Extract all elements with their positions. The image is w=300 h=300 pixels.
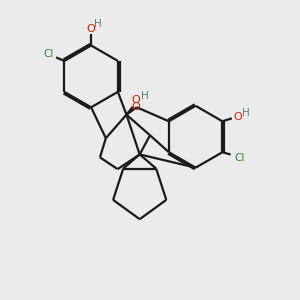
Text: O: O bbox=[131, 94, 140, 105]
Text: H: H bbox=[94, 19, 101, 29]
Text: H: H bbox=[141, 91, 149, 101]
Text: O: O bbox=[233, 112, 242, 122]
Text: O: O bbox=[132, 102, 140, 112]
Text: Cl: Cl bbox=[43, 50, 53, 59]
Text: Cl: Cl bbox=[234, 152, 245, 163]
Text: O: O bbox=[86, 24, 95, 34]
Text: H: H bbox=[242, 108, 249, 118]
